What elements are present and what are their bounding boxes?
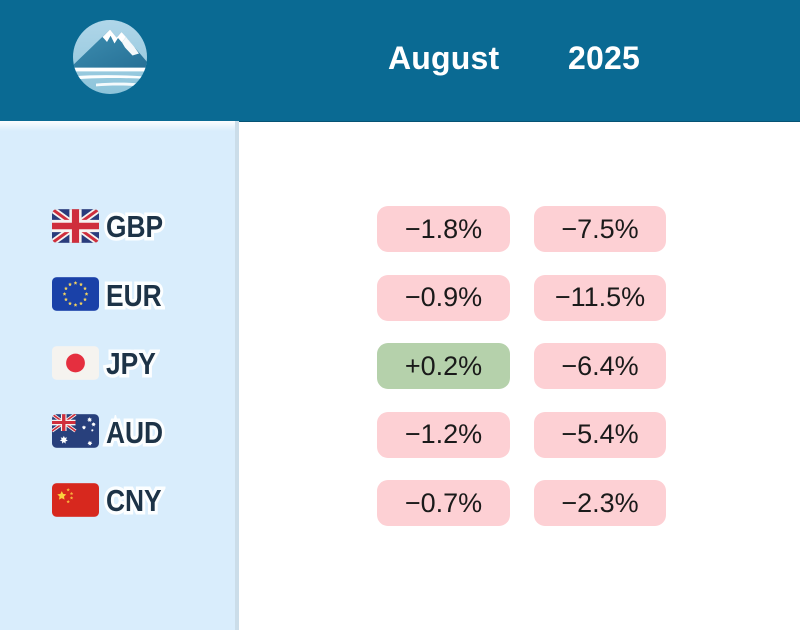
currency-code-halo: AUD: [103, 411, 166, 453]
currency-code-label: JPY: [106, 346, 156, 381]
united-kingdom-flag-icon: [52, 208, 99, 243]
header-year: 2025: [568, 40, 640, 76]
china-flag-icon: [52, 482, 99, 517]
change-badge: −1.2%: [377, 411, 510, 458]
change-badge: −5.4%: [534, 411, 666, 458]
currency-sidebar: [0, 121, 235, 630]
change-value: −0.7%: [404, 487, 483, 518]
sidebar-top-fade: [0, 121, 235, 131]
change-badge: −1.8%: [377, 206, 510, 252]
change-badge: −0.9%: [377, 274, 510, 321]
change-badge: −11.5%: [534, 274, 666, 321]
currency-code-label: CNY: [106, 483, 162, 518]
currency-code: EUR EUR: [103, 261, 165, 330]
japan-flag-icon: [52, 345, 99, 380]
currency-row-jpy: JPY JPY +0.2% −6.4%: [0, 332, 800, 401]
currency-code: AUD AUD: [103, 398, 166, 467]
change-badge: −7.5%: [534, 206, 666, 252]
change-value: −7.5%: [561, 213, 639, 244]
currency-code-label: GBP: [106, 209, 164, 244]
australia-flag-icon: [52, 414, 99, 448]
header-bar: August 2025: [0, 0, 800, 122]
currency-code-label: AUD: [106, 414, 164, 450]
currency-code-halo: JPY: [103, 343, 159, 385]
currency-row-cny: CNY CNY −0.7% −2.3%: [0, 469, 800, 538]
change-value: −0.9%: [404, 282, 483, 312]
currency-code-halo: CNY: [103, 480, 165, 522]
mountain-lake-logo-icon: [73, 20, 147, 94]
european-union-flag-icon: [52, 277, 99, 311]
change-badge: −0.7%: [377, 480, 510, 526]
change-value: −6.4%: [561, 350, 639, 381]
change-value: −2.3%: [561, 487, 639, 518]
sidebar-divider: [235, 121, 239, 630]
change-value: −5.4%: [561, 419, 639, 449]
change-badge: +0.2%: [377, 343, 510, 389]
currency-code: GBP GBP: [103, 193, 166, 262]
currency-code-halo: EUR: [103, 274, 165, 316]
currency-row-aud: AUD AUD −1.2% −5.4%: [0, 400, 800, 469]
currency-row-gbp: GBP GBP −1.8% −7.5%: [0, 195, 800, 264]
change-value: +0.2%: [404, 350, 483, 381]
currency-code: JPY JPY: [103, 330, 159, 399]
currency-code-halo: GBP: [103, 206, 166, 248]
change-value: −11.5%: [554, 282, 646, 312]
header-month: August: [388, 40, 500, 76]
change-value: −1.8%: [404, 213, 483, 244]
currency-row-eur: EUR EUR −0.9% −11.5%: [0, 263, 800, 332]
change-badge: −2.3%: [534, 480, 666, 526]
change-value: −1.2%: [404, 419, 483, 449]
currency-code-label: EUR: [106, 277, 162, 313]
currency-code: CNY CNY: [103, 467, 165, 536]
change-badge: −6.4%: [534, 343, 666, 389]
